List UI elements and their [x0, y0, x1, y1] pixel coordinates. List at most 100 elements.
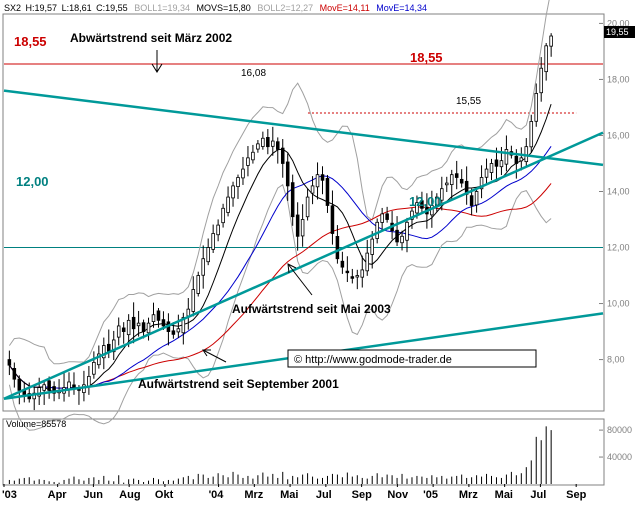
y-tick-label: 16,00	[607, 130, 630, 140]
candle-body	[310, 185, 315, 194]
candle-body	[290, 182, 295, 218]
boll-line	[8, 0, 550, 365]
candle-body	[176, 328, 181, 333]
candle-body	[420, 200, 424, 209]
candle-body	[454, 173, 459, 178]
volume-label: Volume=85578	[6, 419, 66, 429]
candle-body	[370, 238, 374, 255]
candle-body	[350, 276, 355, 279]
volume-tick-label: 40000	[607, 452, 632, 462]
candle-body	[151, 314, 156, 322]
candle-body	[102, 345, 106, 359]
candle-body	[305, 196, 310, 218]
header-move-red: MovE=14,11	[320, 3, 370, 13]
candle-body	[549, 35, 553, 47]
candle-body	[544, 45, 548, 73]
candle-body	[405, 221, 409, 241]
candle-body	[474, 191, 479, 206]
candle-body	[335, 236, 340, 260]
x-tick-label: Apr	[48, 489, 68, 501]
candle-body	[107, 343, 111, 352]
candle-body	[156, 310, 161, 321]
candle-body	[360, 269, 365, 278]
header-symbol: SX2	[4, 3, 21, 13]
candle-body	[330, 205, 335, 234]
candle-body	[161, 319, 166, 327]
candle-body	[236, 177, 240, 188]
x-tick-label: Mrz	[459, 489, 478, 501]
y-tick-label: 12,00	[607, 243, 630, 253]
candle-body	[231, 185, 235, 199]
candle-body	[7, 359, 12, 366]
candle-body	[42, 384, 46, 391]
bollinger-bands	[8, 0, 552, 431]
candle-body	[226, 196, 230, 213]
header-movs: MOVS=15,80	[197, 3, 251, 13]
candle-body	[300, 219, 305, 237]
candle-body	[171, 330, 176, 335]
candle-body	[246, 157, 250, 166]
x-tick-label: Jul	[530, 489, 546, 501]
last-price-tag: 19,55	[604, 26, 635, 38]
x-tick-label: Jun	[83, 489, 103, 501]
candle-body	[514, 155, 519, 164]
header-close-label: C:	[96, 3, 105, 13]
candle-body	[444, 182, 449, 186]
y-tick-label: 10,00	[607, 299, 630, 309]
candle-body	[355, 275, 360, 278]
candle-body	[141, 322, 146, 332]
uptrend-2001-label: Aufwärtstrend seit September 2001	[138, 377, 339, 391]
candle-body	[449, 174, 454, 185]
header-high-value: 19,57	[35, 3, 58, 13]
candle-body	[201, 258, 205, 276]
x-tick-label: Mai	[495, 489, 513, 501]
candle-body	[256, 143, 260, 150]
candle-body	[251, 151, 255, 161]
trendline-2	[3, 131, 604, 400]
candle-body	[320, 174, 325, 181]
candle-body	[295, 214, 300, 237]
y-tick-label: 8,00	[607, 355, 625, 365]
candle-body	[280, 147, 285, 164]
candle-body	[375, 221, 379, 239]
candle-body	[181, 317, 186, 334]
candle-body	[186, 308, 191, 317]
candle-body	[340, 260, 345, 268]
candle-body	[380, 213, 384, 223]
ma-blue-line	[8, 146, 552, 389]
candle-body	[529, 121, 534, 148]
support-label-left: 12,00	[16, 174, 49, 189]
candle-body	[206, 247, 210, 263]
candle-body	[131, 316, 136, 330]
candle-body	[395, 229, 399, 243]
volume-bars	[8, 426, 552, 484]
candle-body	[17, 378, 22, 391]
x-axis: '03 Apr Jun Aug Okt '04 Mrz Mai Jul Sep Nov '05 Mrz M…	[2, 484, 587, 501]
level-lines	[4, 63, 603, 249]
support-label-right: 12,00	[409, 194, 442, 209]
candle-body	[261, 137, 265, 147]
x-tick-label: '04	[209, 489, 225, 501]
candle-body	[126, 319, 131, 336]
candle-body	[400, 235, 404, 244]
candle-body	[216, 224, 220, 236]
candle-body	[504, 149, 509, 165]
candle-body	[121, 327, 126, 332]
candle-body	[47, 380, 51, 391]
resistance-label-right: 18,55	[410, 50, 443, 65]
x-tick-label: Mai	[280, 489, 298, 501]
candle-body	[37, 387, 41, 397]
candle-body	[459, 178, 464, 184]
header-low-label: L:	[62, 3, 70, 13]
header-high-label: H:	[26, 3, 35, 13]
candle-body	[494, 159, 499, 167]
last-price-value: 19,55	[606, 27, 629, 37]
moving-averages	[8, 103, 552, 393]
candle-body	[484, 168, 489, 178]
y-tick-label: 14,00	[607, 186, 630, 196]
candle-body	[345, 270, 350, 274]
uptrend-2001-arrow	[202, 349, 227, 363]
header-boll1: BOLL1=19,34	[134, 3, 190, 13]
